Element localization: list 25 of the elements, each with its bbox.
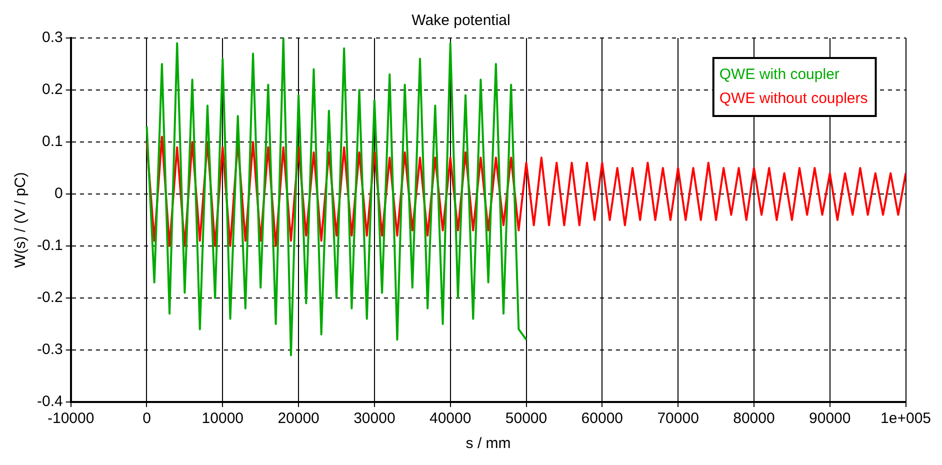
x-tick-label: 80000 xyxy=(733,410,775,428)
y-tick-label: -0.1 xyxy=(36,237,63,254)
y-tick-label: 0 xyxy=(54,185,63,202)
x-tick-label: 50000 xyxy=(505,410,548,428)
text: QWE without couplers xyxy=(719,90,868,108)
y-tick-label: 0.3 xyxy=(42,29,63,46)
y-axis-title: W(s) / (V / pC) xyxy=(12,172,30,268)
y-tick-label: -0.3 xyxy=(36,341,63,358)
x-tick-label: 1e+005 xyxy=(880,410,932,428)
y-tick-label: -0.2 xyxy=(36,289,63,306)
x-tick-label: 60000 xyxy=(581,410,624,428)
text: QWE with coupler xyxy=(719,66,840,84)
x-tick-label: -10000 xyxy=(47,410,94,428)
x-tick-label: 20000 xyxy=(278,410,320,428)
x-tick-label: 30000 xyxy=(354,410,396,428)
chart-title: Wake potential xyxy=(412,12,510,30)
y-tick-label: -0.4 xyxy=(36,393,63,410)
x-tick-label: 0 xyxy=(142,410,151,428)
x-axis-title: s / mm xyxy=(466,435,511,452)
y-tick-label: 0.2 xyxy=(42,81,63,98)
x-tick-label: 40000 xyxy=(429,410,472,428)
x-tick-label: 10000 xyxy=(202,410,244,428)
y-tick-label: 0.1 xyxy=(42,133,63,150)
x-tick-label: 90000 xyxy=(809,410,851,428)
x-tick-label: 70000 xyxy=(657,410,699,428)
